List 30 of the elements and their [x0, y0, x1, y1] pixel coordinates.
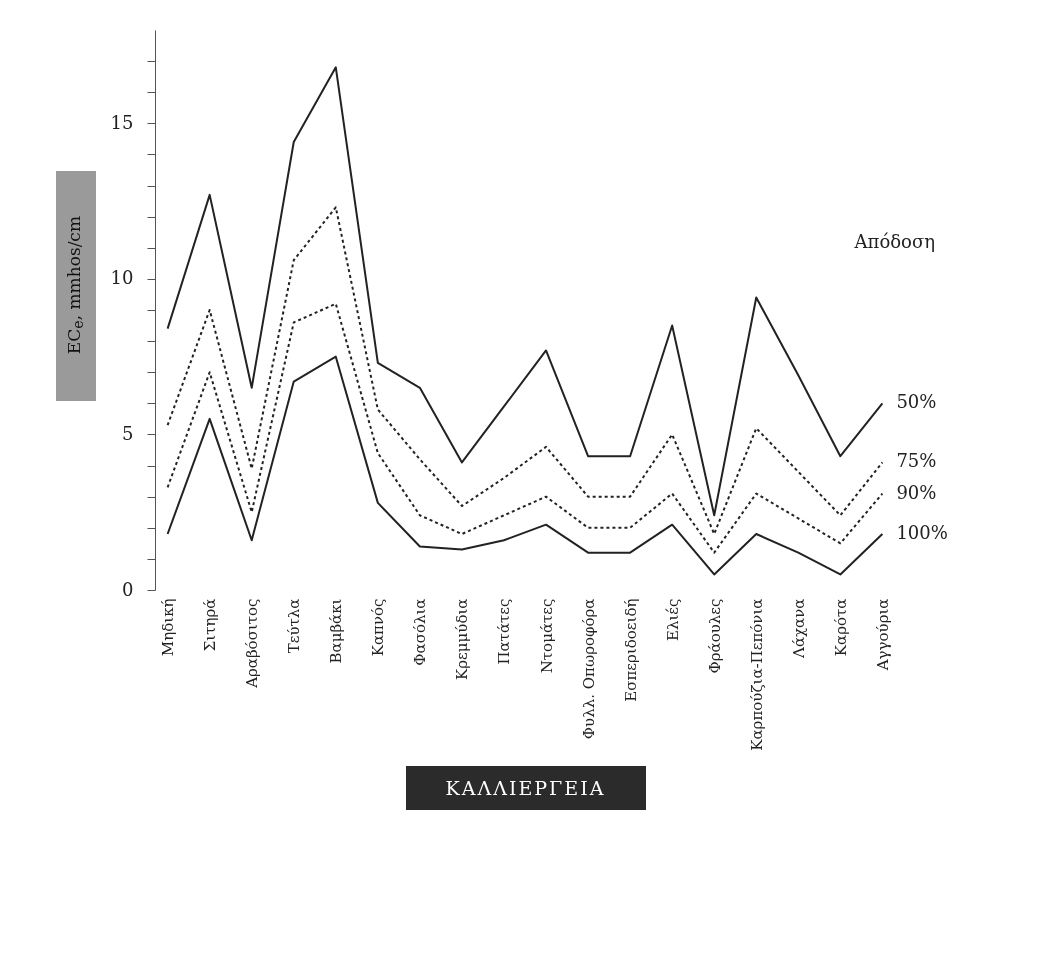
x-tick-label: Ντομάτες: [537, 598, 556, 674]
x-tick-label: Φυλλ. Οπωροφόρα: [579, 598, 598, 740]
line-series: [166, 355, 884, 576]
x-tick-label: Καρότα: [831, 598, 850, 657]
x-tick-label: Αραβόσιτος: [243, 598, 262, 689]
series-label: 90%: [896, 481, 937, 503]
x-tick-label: Βαμβάκι: [327, 598, 346, 664]
y-tick-label: 15: [110, 111, 134, 133]
series-label: 100%: [896, 522, 948, 543]
x-tick-label: Φασόλια: [411, 598, 430, 666]
x-axis-title: ΚΑΛΛΙΕΡΓΕΙΑ: [445, 776, 606, 799]
x-tick-label: Τεύτλα: [285, 598, 304, 654]
x-tick-label: Μηδική: [159, 598, 178, 657]
x-tick-label: Πατάτες: [495, 598, 514, 665]
x-tick-label: Λάχανα: [789, 598, 808, 659]
legend-title: Απόδοση: [853, 230, 935, 252]
series-label: 75%: [896, 450, 937, 472]
y-tick-label: 0: [122, 578, 134, 600]
x-tick-label: Φράουλες: [705, 598, 724, 674]
x-tick-label: Καρπούζια-Πεπόνια: [747, 598, 766, 751]
x-tick-label: Σιτηρά: [201, 598, 220, 652]
series-label: 50%: [896, 391, 937, 413]
x-tick-label: Καπνός: [369, 598, 388, 657]
line-series: [166, 302, 884, 554]
y-tick-label: 10: [110, 267, 134, 289]
x-tick-label: Ελιές: [663, 598, 682, 642]
x-tick-label: Αγγούρια: [873, 598, 892, 672]
x-tick-label: Εσπεριδοειδή: [621, 598, 640, 702]
y-tick-label: 5: [122, 422, 134, 444]
x-tick-label: Κρεμμύδια: [453, 598, 472, 680]
